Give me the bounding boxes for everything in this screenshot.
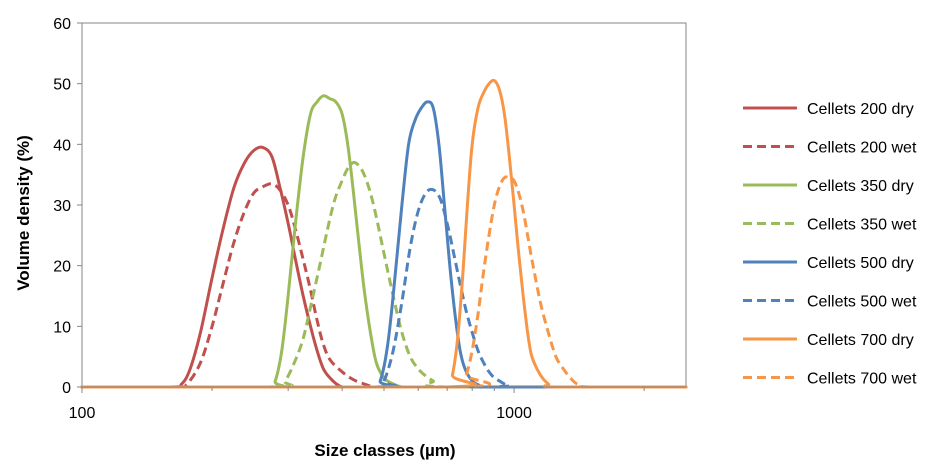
y-tick-label: 60 [53,16,71,33]
legend-label-cellets-700-dry: Cellets 700 dry [807,332,914,349]
x-tick-label: 1000 [496,405,532,422]
legend-label-cellets-200-dry: Cellets 200 dry [807,101,914,118]
legend-label-cellets-350-wet: Cellets 350 wet [807,217,917,234]
plot-area-border [81,22,687,388]
y-tick-label: 0 [62,380,71,397]
legend-label-cellets-500-wet: Cellets 500 wet [807,294,917,311]
legend-label-cellets-200-wet: Cellets 200 wet [807,140,917,157]
series-line-cellets-700-wet [81,175,686,389]
series-line-cellets-350-wet [81,160,686,389]
series-line-cellets-700-dry [80,78,688,389]
series-line-cellets-500-dry [80,100,688,389]
y-tick-label: 10 [53,319,71,336]
legend-label-cellets-500-dry: Cellets 500 dry [807,255,914,272]
y-tick-label: 30 [53,198,71,215]
series-line-cellets-200-wet [81,182,686,389]
y-tick-label: 50 [53,77,71,94]
legend-label-cellets-700-wet: Cellets 700 wet [807,371,917,388]
x-tick-label: 100 [69,405,96,422]
series-line-cellets-500-wet [81,187,686,389]
x-axis-title: Size classes (µm) [314,441,455,460]
legend-label-cellets-350-dry: Cellets 350 dry [807,178,914,195]
y-tick-label: 20 [53,259,71,276]
y-tick-label: 40 [53,137,71,154]
y-axis-title: Volume density (%) [14,135,33,291]
